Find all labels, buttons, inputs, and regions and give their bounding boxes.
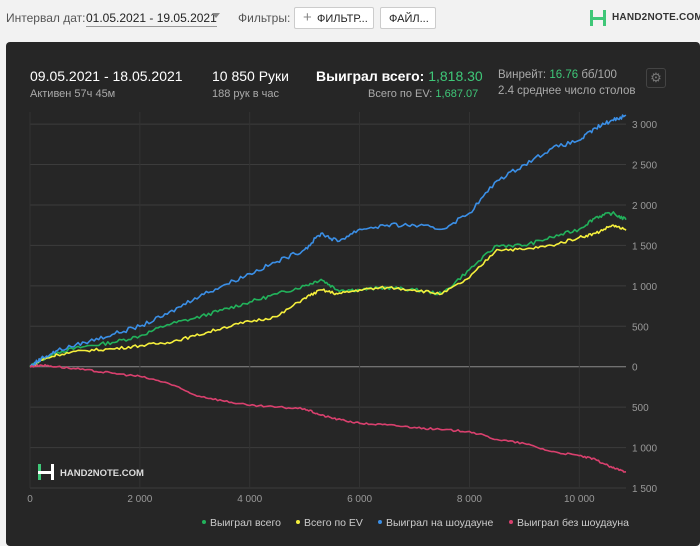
ev-total-value: 1,687.07 [435, 88, 479, 100]
won-total-label: Выиграл всего: [316, 68, 425, 84]
x-tick-label: 0 [27, 494, 33, 505]
chevron-down-icon[interactable] [212, 13, 220, 18]
won-total: Выиграл всего: 1,818.30 [316, 68, 483, 84]
filters-label: Фильтры: [238, 11, 291, 25]
active-time: Активен 57ч 45м [30, 88, 116, 100]
y-tick-label: 3 000 [632, 120, 657, 131]
hands-count: 10 850 Руки [212, 68, 289, 84]
x-tick-label: 8 000 [457, 494, 482, 505]
logo-text: HAND2NOTE.COM [612, 12, 700, 23]
y-tick-label: 500 [632, 403, 649, 414]
x-tick-label: 2 000 [127, 494, 152, 505]
legend-dot [509, 520, 513, 525]
hands-per-hour: 188 рук в час [212, 88, 280, 100]
y-axis-ticks: 3 000 2 500 2 000 1 500 1 000 500 0 500 1 000 1 5… [632, 120, 657, 495]
y-tick-label: 1 500 [632, 484, 657, 495]
period-range: 09.05.2021 - 18.05.2021 [30, 68, 183, 84]
file-button-label: ФАЙЛ... [389, 13, 429, 25]
legend-ev[interactable]: Всего по EV [296, 517, 363, 529]
plus-icon: + [303, 9, 312, 26]
graph-chart: 0 2 000 4 000 6 000 8 000 10 000 3 000 2 500 2 … [27, 112, 657, 505]
y-tick-label: 0 [632, 363, 638, 374]
series-line-3 [29, 363, 627, 473]
watermark-logo-icon [38, 464, 54, 480]
hand2note-logo-icon [590, 10, 606, 26]
avg-tables: 2.4 среднее число столов [498, 85, 636, 97]
chart-grid [29, 112, 626, 489]
legend-label: Выиграл без шоудауна [517, 517, 629, 529]
series-line-0 [29, 211, 627, 368]
filter-button[interactable]: + ФИЛЬТР... [294, 7, 374, 29]
x-tick-label: 6 000 [347, 494, 372, 505]
gear-icon[interactable]: ⚙ [646, 68, 666, 88]
x-tick-label: 10 000 [564, 494, 595, 505]
x-tick-label: 4 000 [237, 494, 262, 505]
legend-label: Всего по EV [304, 517, 363, 529]
legend-won-total[interactable]: Выиграл всего [202, 517, 281, 529]
chart-lines [29, 114, 627, 473]
legend-label: Выиграл всего [210, 517, 281, 529]
ev-total-label: Всего по EV: [368, 88, 433, 100]
date-range-select[interactable]: 01.05.2021 - 19.05.2021 [86, 11, 217, 27]
winrate-label: Винрейт: [498, 69, 547, 81]
legend-showdown[interactable]: Выиграл на шоудауне [378, 517, 493, 529]
legend-dot [378, 520, 382, 525]
legend-label: Выиграл на шоудауне [386, 517, 494, 529]
y-tick-label: 1 000 [632, 444, 657, 455]
legend-dot [202, 520, 206, 525]
toolbar: Интервал дат: 01.05.2021 - 19.05.2021 Фи… [0, 0, 700, 40]
y-tick-label: 500 [632, 322, 649, 333]
winrate-unit: бб/100 [581, 69, 617, 81]
winrate: Винрейт: 16.76 бб/100 [498, 69, 617, 81]
legend-non-showdown[interactable]: Выиграл без шоудауна [509, 517, 629, 529]
series-line-1 [29, 224, 627, 368]
y-tick-label: 2 500 [632, 161, 657, 172]
x-axis-ticks: 0 2 000 4 000 6 000 8 000 10 000 [27, 494, 595, 505]
ev-total: Всего по EV: 1,687.07 [368, 88, 478, 100]
y-tick-label: 2 000 [632, 201, 657, 212]
filter-button-label: ФИЛЬТР... [317, 13, 368, 25]
y-tick-label: 1 500 [632, 241, 657, 252]
watermark-text: HAND2NOTE.COM [60, 468, 144, 479]
date-range-label: Интервал дат: [6, 11, 86, 25]
legend-dot [296, 520, 300, 525]
winrate-value: 16.76 [549, 69, 579, 81]
file-button[interactable]: ФАЙЛ... [380, 7, 436, 29]
won-total-value: 1,818.30 [428, 68, 483, 84]
y-tick-label: 1 000 [632, 282, 657, 293]
series-line-2 [29, 114, 627, 368]
graph-panel: 09.05.2021 - 18.05.2021 Активен 57ч 45м … [6, 42, 700, 546]
